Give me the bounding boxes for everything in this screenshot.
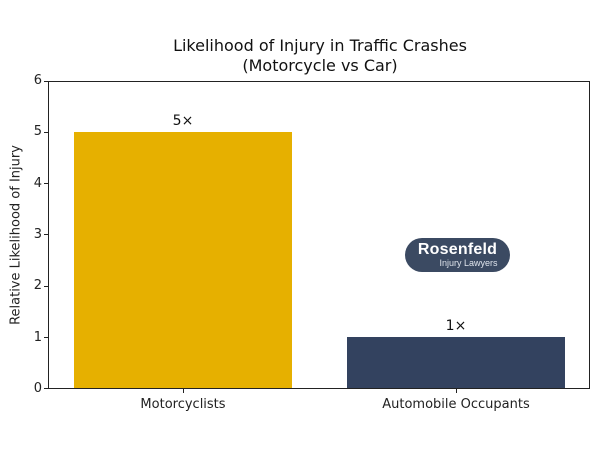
y-tick-4 bbox=[44, 183, 49, 184]
bar-label-automobile-occupants: 1× bbox=[445, 318, 467, 334]
y-tick-label-3: 3 bbox=[33, 227, 42, 242]
bar-label-motorcyclists: 5× bbox=[172, 113, 194, 129]
chart-title: Likelihood of Injury in Traffic Crashes … bbox=[0, 36, 600, 76]
y-tick-1 bbox=[44, 337, 49, 338]
plot-area: 5× 1× bbox=[44, 81, 590, 393]
bar-automobile-occupants bbox=[347, 337, 565, 388]
y-tick-0 bbox=[44, 388, 49, 389]
y-tick-label-0: 0 bbox=[33, 381, 42, 396]
x-tick-automobile-occupants bbox=[456, 388, 457, 393]
logo-tagline: Injury Lawyers bbox=[439, 258, 498, 268]
y-tick-3 bbox=[44, 234, 49, 235]
y-tick-5 bbox=[44, 132, 49, 133]
x-tick-label-automobile-occupants: Automobile Occupants bbox=[382, 397, 530, 412]
logo-name: Rosenfeld bbox=[417, 241, 498, 258]
y-tick-label-5: 5 bbox=[33, 124, 42, 139]
chart-title-line-1: Likelihood of Injury in Traffic Crashes bbox=[173, 36, 467, 55]
x-tick-label-motorcyclists: Motorcyclists bbox=[140, 397, 226, 412]
y-tick-label-4: 4 bbox=[33, 176, 42, 191]
x-tick-motorcyclists bbox=[183, 388, 184, 393]
chart-title-line-2: (Motorcycle vs Car) bbox=[242, 56, 398, 75]
y-tick-label-6: 6 bbox=[33, 73, 42, 88]
y-tick-6 bbox=[44, 81, 49, 82]
y-tick-2 bbox=[44, 286, 49, 287]
y-tick-label-1: 1 bbox=[33, 330, 42, 345]
y-tick-label-2: 2 bbox=[33, 278, 42, 293]
bar-motorcyclists bbox=[74, 132, 292, 388]
rosenfeld-logo: Rosenfeld Injury Lawyers bbox=[405, 238, 510, 272]
